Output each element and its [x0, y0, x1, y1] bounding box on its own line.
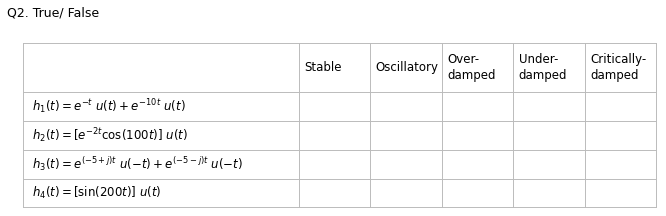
Text: Stable: Stable — [304, 61, 342, 74]
Text: Critically-
damped: Critically- damped — [590, 53, 647, 82]
Text: Oscillatory: Oscillatory — [376, 61, 439, 74]
Text: $h_2(t) = [e^{-2t}\cos(100t)]\ u(t)$: $h_2(t) = [e^{-2t}\cos(100t)]\ u(t)$ — [31, 126, 188, 145]
Text: $h_3(t) = e^{(-5+j)t}\ u(-t) + e^{(-5-j)t}\ u(-t)$: $h_3(t) = e^{(-5+j)t}\ u(-t) + e^{(-5-j)… — [31, 155, 242, 173]
Text: Over-
damped: Over- damped — [448, 53, 496, 82]
Text: Under-
damped: Under- damped — [519, 53, 567, 82]
Text: $h_4(t) = [\sin(200t)]\ u(t)$: $h_4(t) = [\sin(200t)]\ u(t)$ — [31, 185, 161, 201]
Text: $h_1(t) = e^{-t}\ u(t) + e^{-10t}\ u(t)$: $h_1(t) = e^{-t}\ u(t) + e^{-10t}\ u(t)$ — [31, 97, 185, 116]
Text: Q2. True/ False: Q2. True/ False — [7, 6, 99, 19]
